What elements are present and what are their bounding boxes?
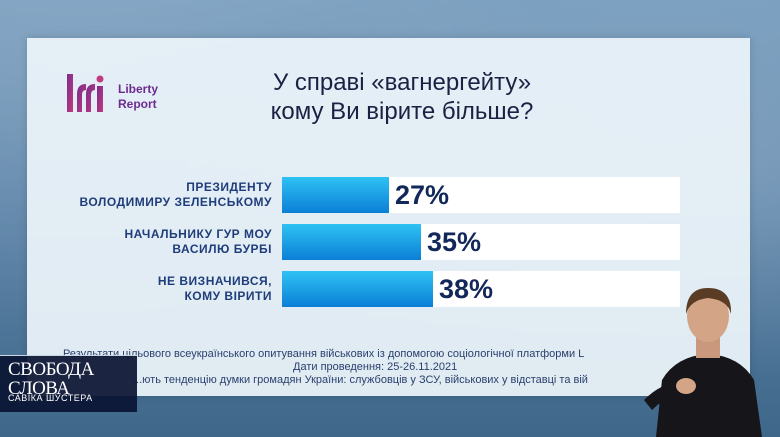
sign-language-interpreter-figure — [644, 288, 762, 437]
logo-line2: Report — [118, 97, 157, 111]
category-label: ПРЕЗИДЕНТУ ВОЛОДИМИРУ ЗЕЛЕНСЬКОМУ — [37, 180, 272, 210]
infographic-panel: Liberty Report У справі «вагнергейту» ко… — [27, 38, 750, 396]
value-label: 38% — [439, 274, 494, 304]
bar — [282, 177, 389, 213]
liberty-report-logo-text: Liberty Report — [118, 82, 158, 112]
category-label: НЕ ВИЗНАЧИВСЯ, КОМУ ВІРИТИ — [37, 274, 272, 304]
chart-title-line2: кому Ви вірите більше? — [270, 98, 534, 125]
show-logo-title: СВОБОДА СЛОВА — [8, 360, 94, 398]
liberty-report-logo-mark — [67, 74, 104, 112]
bar — [282, 224, 421, 260]
bar-chart: ПРЕЗИДЕНТУ ВОЛОДИМИРУ ЗЕЛЕНСЬКОМУ 27% НАЧАЛ… — [27, 38, 750, 396]
chart-title: У справі «вагнергейту» кому Ви вірите бі… — [222, 68, 582, 126]
value-label: 27% — [395, 180, 450, 210]
footnote-line2: Дати проведення: 25-26.11.2021 — [293, 361, 458, 373]
footnote-line3: ...ють тенденцію думки громадян України:… — [133, 374, 588, 386]
liberty-report-logo: Liberty Report — [65, 72, 175, 117]
show-logo-line2: СЛОВА — [8, 378, 70, 399]
category-label-line: ВОЛОДИМИРУ ЗЕЛЕНСЬКОМУ — [79, 195, 272, 209]
chart-title-line1: У справі «вагнергейту» — [272, 69, 532, 96]
value-label: 35% — [427, 227, 482, 257]
survey-footnote: Результати цільового всеукраїнського опи… — [63, 348, 703, 387]
show-logo-line1: СВОБОДА — [8, 359, 94, 380]
bar-track: 27% — [282, 177, 680, 213]
category-label-line: НАЧАЛЬНИКУ ГУР МОУ — [124, 227, 272, 241]
bar-track: 35% — [282, 224, 680, 260]
category-label-line: ВАСИЛЮ БУРБІ — [172, 242, 272, 256]
category-label-line: НЕ ВИЗНАЧИВСЯ, — [157, 274, 272, 288]
footnote-line1: Результати цільового всеукраїнського опи… — [63, 348, 585, 360]
show-logo-subtitle: САВІКА ШУСТЕРА — [8, 393, 93, 403]
show-logo: СВОБОДА СЛОВА САВІКА ШУСТЕРА — [0, 355, 137, 412]
logo-line1: Liberty — [118, 82, 159, 96]
bar — [282, 271, 433, 307]
category-label-line: КОМУ ВІРИТИ — [184, 289, 272, 303]
category-label-line: ПРЕЗИДЕНТУ — [186, 180, 272, 194]
bar-track: 38% — [282, 271, 680, 307]
category-label: НАЧАЛЬНИКУ ГУР МОУ ВАСИЛЮ БУРБІ — [37, 227, 272, 257]
